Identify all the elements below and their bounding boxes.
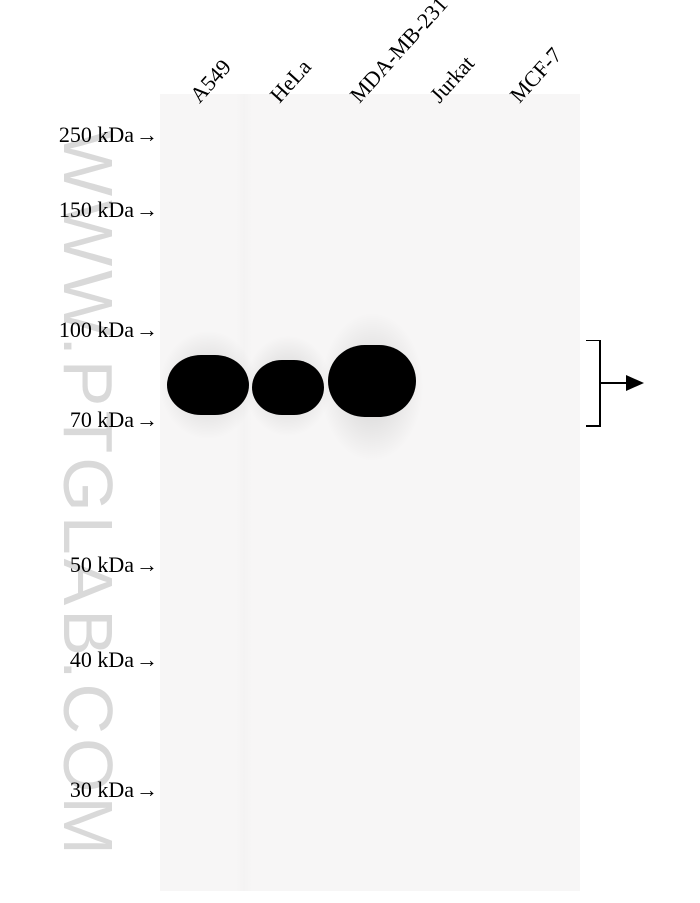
protein-band [167,355,249,415]
marker-value: 250 kDa [59,122,134,147]
marker-label: 100 kDa→ [30,317,158,343]
membrane-gradient [160,94,580,891]
marker-label: 50 kDa→ [30,552,158,578]
arrow-right-icon: → [136,122,158,148]
arrow-right-icon: → [136,552,158,578]
marker-value: 150 kDa [59,197,134,222]
blot-figure: WWW.PTGLAB.COM 250 kDa→150 kDa→100 kDa→7… [0,0,700,903]
protein-band [252,360,324,415]
marker-value: 40 kDa [70,647,134,672]
arrow-right-icon: → [136,197,158,223]
marker-label: 70 kDa→ [30,407,158,433]
marker-value: 30 kDa [70,777,134,802]
marker-value: 100 kDa [59,317,134,342]
marker-label: 40 kDa→ [30,647,158,673]
marker-value: 70 kDa [70,407,134,432]
marker-label: 30 kDa→ [30,777,158,803]
marker-value: 50 kDa [70,552,134,577]
arrow-right-icon: → [136,407,158,433]
band-indicator-bracket [586,340,656,440]
arrow-right-icon: → [136,647,158,673]
marker-label: 150 kDa→ [30,197,158,223]
protein-band [328,345,416,417]
watermark-text: WWW.PTGLAB.COM [48,130,128,859]
blot-membrane [160,94,580,891]
marker-label: 250 kDa→ [30,122,158,148]
arrow-right-icon: → [136,317,158,343]
arrow-right-icon: → [136,777,158,803]
